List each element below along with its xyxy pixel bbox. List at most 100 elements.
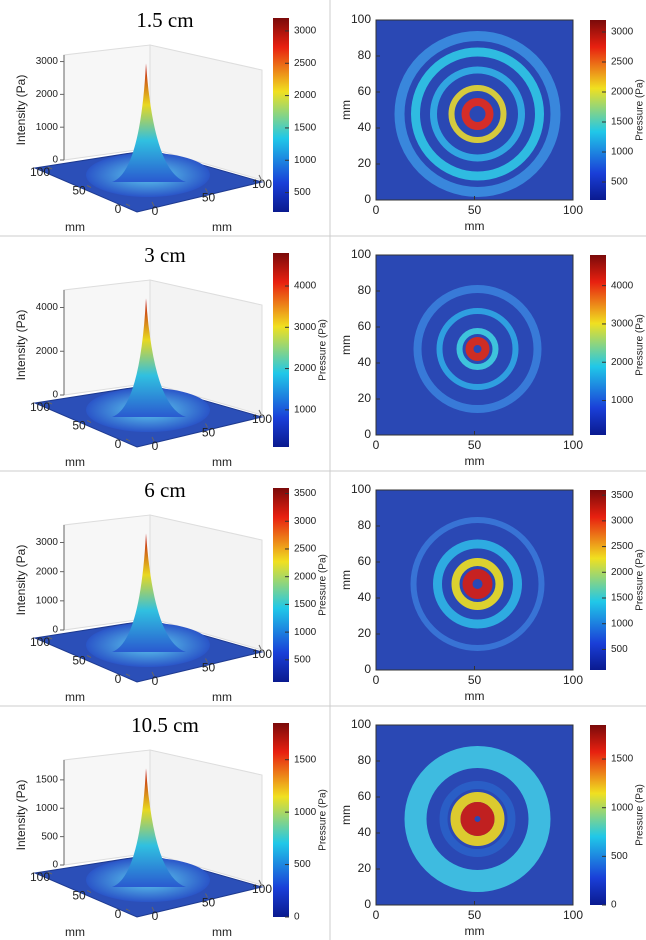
x-tick-label: 100 xyxy=(563,673,583,687)
x-axis-label: mm xyxy=(212,220,232,234)
y-axis-label: mm xyxy=(65,455,85,469)
y-tick xyxy=(47,871,53,875)
heatmap-ring xyxy=(433,539,522,629)
y-axis-label: mm xyxy=(65,925,85,939)
y-tick-label: 100 xyxy=(351,717,371,731)
z-tick-label: 500 xyxy=(41,831,58,842)
x-tick xyxy=(258,644,262,650)
colorbar-tick-label: 3500 xyxy=(294,488,317,499)
x-tick xyxy=(258,409,262,415)
heatmap-ring xyxy=(461,98,494,130)
y-tick xyxy=(86,890,92,893)
colorbar-tick-label: 4000 xyxy=(611,280,634,291)
y-tick-label: 60 xyxy=(358,789,372,803)
colorbar xyxy=(590,255,606,435)
y-axis-label: mm xyxy=(339,570,353,590)
z-tick-label: 0 xyxy=(52,625,58,636)
x-tick-label: 50 xyxy=(202,661,216,675)
y-tick-label: 80 xyxy=(358,48,372,62)
x-tick-label: 50 xyxy=(468,908,482,922)
colorbar-tick-label: 1500 xyxy=(294,123,317,134)
colorbar-tick-label: 0 xyxy=(611,900,617,911)
y-tick-label: 40 xyxy=(358,590,372,604)
x-tick-label: 0 xyxy=(152,439,159,453)
x-tick-label: 100 xyxy=(563,203,583,217)
x-tick xyxy=(205,188,208,193)
z-axis-label: Intensity (Pa) xyxy=(14,545,28,616)
colorbar-tick-label: 500 xyxy=(294,187,311,198)
y-axis-label: mm xyxy=(65,690,85,704)
surface-peak xyxy=(112,768,186,887)
colorbar-tick-label: 1500 xyxy=(611,754,634,765)
colorbar-tick-label: 3500 xyxy=(611,490,634,501)
heatmap-ring xyxy=(411,47,544,181)
x-tick-label: 100 xyxy=(252,647,272,661)
surface-peak xyxy=(112,533,186,652)
z-axis-label: Intensity (Pa) xyxy=(14,310,28,381)
y-tick xyxy=(47,401,53,405)
colorbar-tick-label: 3000 xyxy=(294,516,317,527)
y-axis-label: mm xyxy=(65,220,85,234)
heatmap-ring xyxy=(456,328,499,370)
surface-peak xyxy=(112,298,186,417)
x-tick xyxy=(205,423,208,428)
z-tick-label: 1000 xyxy=(36,122,59,133)
y-tick-label: 80 xyxy=(358,753,372,767)
y-tick-label: 60 xyxy=(358,84,372,98)
colorbar-tick-label: 1000 xyxy=(294,404,317,415)
colorbar-tick-label: 500 xyxy=(294,859,311,870)
colorbar-tick-label: 1000 xyxy=(294,155,317,166)
colorbar-tick-label: 500 xyxy=(611,177,628,188)
x-axis-label: mm xyxy=(212,455,232,469)
z-tick-label: 3000 xyxy=(36,56,59,67)
z-tick-label: 0 xyxy=(52,860,58,871)
y-tick-label: 100 xyxy=(30,635,50,649)
z-tick-label: 1000 xyxy=(36,803,59,814)
y-axis-label: mm xyxy=(339,805,353,825)
colorbar-label: Pressure (Pa) xyxy=(635,549,646,611)
heatmap-ring xyxy=(410,517,545,651)
heatmap-ring xyxy=(439,781,516,857)
colorbar xyxy=(273,723,289,917)
heatmap-ring xyxy=(436,308,519,390)
surface-peak xyxy=(112,63,186,182)
x-tick-label: 50 xyxy=(202,191,216,205)
heatmap-ring xyxy=(448,85,507,143)
y-axis-label: mm xyxy=(339,335,353,355)
y-tick xyxy=(125,908,131,912)
x-tick-label: 100 xyxy=(563,438,583,452)
colorbar-tick-label: 2000 xyxy=(294,363,317,374)
colorbar-tick-label: 1000 xyxy=(611,147,634,158)
y-tick-label: 100 xyxy=(351,247,371,261)
x-tick-label: 100 xyxy=(252,412,272,426)
y-tick-label: 50 xyxy=(72,419,86,433)
colorbar-label: Pressure (Pa) xyxy=(635,79,646,141)
colorbar-tick-label: 1500 xyxy=(294,754,317,765)
z-tick-label: 0 xyxy=(52,155,58,166)
y-tick-label: 20 xyxy=(358,391,372,405)
x-tick-label: 0 xyxy=(373,908,380,922)
colorbar-label: Pressure (Pa) xyxy=(635,784,646,846)
y-tick-label: 40 xyxy=(358,120,372,134)
heatmap-ring xyxy=(460,802,495,836)
z-tick-label: 3000 xyxy=(36,537,59,548)
colorbar-tick-label: 1500 xyxy=(611,117,634,128)
colorbar-tick-label: 1000 xyxy=(611,395,634,406)
y-tick xyxy=(86,420,92,423)
colorbar-tick-label: 2000 xyxy=(611,87,634,98)
panel-title: 1.5 cm xyxy=(136,8,193,32)
x-axis-label: mm xyxy=(212,690,232,704)
heatmap-ring xyxy=(450,792,505,846)
z-tick-label: 1500 xyxy=(36,775,59,786)
colorbar-tick-label: 2000 xyxy=(611,567,634,578)
x-tick-label: 100 xyxy=(252,177,272,191)
x-tick xyxy=(151,906,155,912)
y-tick-label: 80 xyxy=(358,283,372,297)
colorbar-tick-label: 2000 xyxy=(294,90,317,101)
colorbar-tick-label: 1000 xyxy=(611,618,634,629)
y-tick xyxy=(47,166,53,170)
colorbar-tick-label: 2500 xyxy=(294,544,317,555)
x-tick xyxy=(258,879,262,885)
z-axis-label: Intensity (Pa) xyxy=(14,780,28,851)
